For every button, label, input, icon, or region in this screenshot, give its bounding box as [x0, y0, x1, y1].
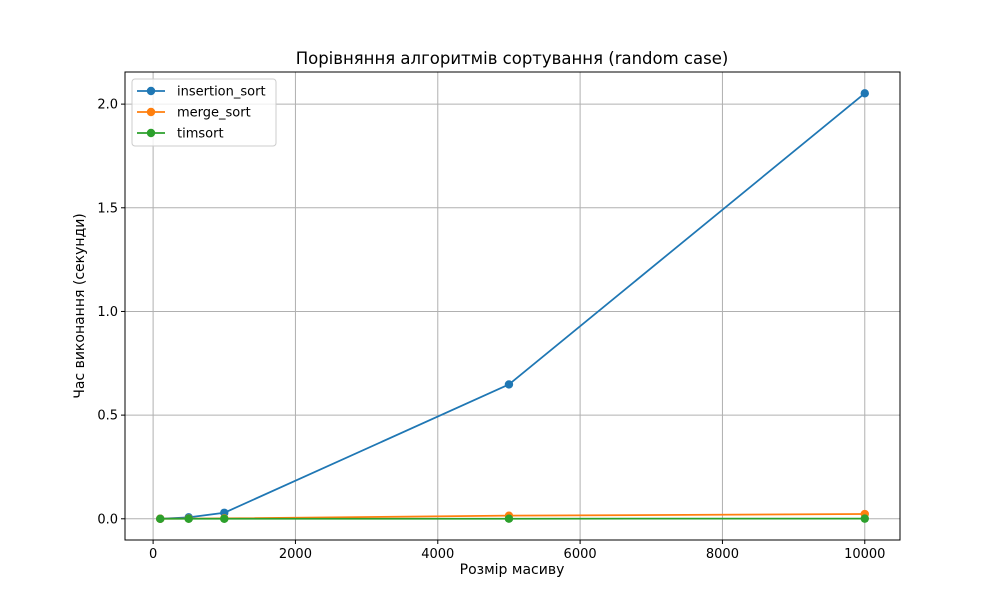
legend-entry: merge_sort — [137, 106, 251, 121]
data-point — [504, 380, 514, 389]
series-layer — [156, 89, 869, 523]
legend-box — [131, 78, 277, 147]
legend-marker — [146, 107, 156, 117]
legend-label: insertion_sort — [177, 85, 266, 100]
y-tick-label: 0.5 — [97, 409, 118, 424]
y-tick-label: 1.0 — [97, 305, 118, 320]
x-tick-label: 10000 — [844, 547, 885, 562]
data-point — [220, 514, 229, 523]
x-tick-label: 8000 — [706, 547, 739, 562]
y-tick-label: 2.0 — [97, 98, 118, 113]
x-axis-label: Розмір масиву — [460, 562, 565, 578]
plot-frame — [124, 71, 901, 541]
x-tick-label: 0 — [149, 547, 157, 562]
data-point — [156, 514, 165, 523]
x-tick-label: 2000 — [279, 547, 312, 562]
data-point — [860, 514, 869, 523]
x-tick-label: 6000 — [564, 547, 597, 562]
legend-label: timsort — [177, 127, 224, 142]
x-tick-label: 4000 — [421, 547, 454, 562]
y-axis: 0.0 0.5 1.0 1.5 2.0 — [97, 98, 125, 527]
y-tick-label: 0.0 — [97, 512, 118, 527]
data-point — [504, 514, 514, 523]
data-point — [184, 514, 193, 523]
data-point — [860, 89, 869, 98]
legend-entry: insertion_sort — [137, 85, 266, 100]
y-axis-label: Час виконання (секунди) — [72, 213, 88, 399]
legend-label: merge_sort — [177, 106, 251, 121]
x-axis: 0 2000 4000 6000 8000 10000 — [149, 540, 885, 562]
chart-title: Порівняння алгоритмів сортування (random… — [296, 49, 729, 68]
legend-marker — [146, 128, 156, 138]
legend-entry: timsort — [137, 127, 224, 142]
legend-marker — [146, 86, 156, 96]
y-tick-label: 1.5 — [97, 201, 118, 216]
series-timsort — [156, 514, 869, 523]
